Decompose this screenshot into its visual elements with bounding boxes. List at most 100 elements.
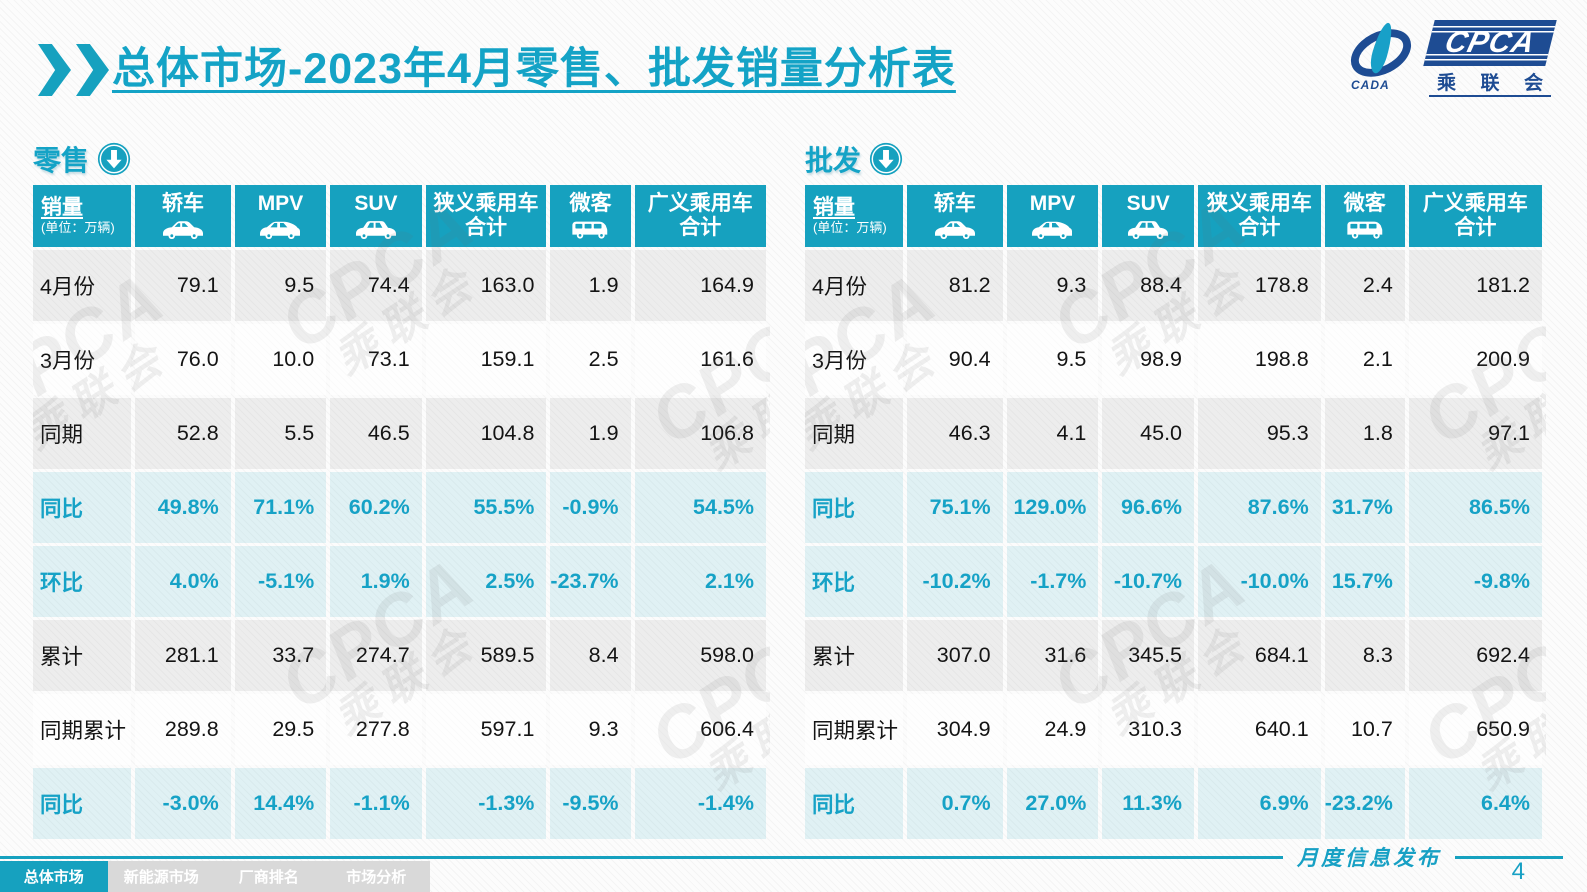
- minivan-icon: [1342, 217, 1388, 240]
- org-char: 会: [1523, 73, 1543, 94]
- cell-value: -1.7%: [1006, 546, 1099, 617]
- cell-value: 49.8%: [135, 472, 231, 543]
- cell-value: 598.0: [634, 620, 766, 691]
- cell-value: 55.5%: [425, 472, 547, 543]
- cell-value: 310.3: [1102, 694, 1195, 765]
- cell-value: 289.8: [135, 694, 231, 765]
- cell-value: 178.8: [1198, 250, 1321, 321]
- cell-value: -23.7%: [550, 546, 631, 617]
- cell-value: 6.9%: [1198, 768, 1321, 839]
- cell-value: 4.1: [1006, 398, 1099, 469]
- column-header: MPV: [234, 185, 327, 247]
- minivan-icon: [567, 217, 613, 240]
- retail-table: 销量 (单位：万辆) 轿车 MPV SUV 狭义乘用车 合计 微客 广义乘用车 合计 4月份 79.1…: [33, 182, 770, 842]
- page-number: 4: [1511, 858, 1525, 885]
- cell-value: -0.9%: [550, 472, 631, 543]
- cell-value: 0.7%: [907, 768, 1003, 839]
- cpca-swoosh-icon: CADA: [1341, 19, 1425, 94]
- cell-value: 640.1: [1198, 694, 1321, 765]
- row-label: 同期: [805, 398, 904, 469]
- cell-value: -3.0%: [135, 768, 231, 839]
- cell-value: 345.5: [1102, 620, 1195, 691]
- cell-value: 31.7%: [1324, 472, 1405, 543]
- wholesale-panel: 批发 销量 (单位：万辆) 轿车 MPV SUV 狭义乘用车 合计 微客 广义乘用车 合计 4月份 8…: [805, 138, 1546, 842]
- column-header: 销量 (单位：万辆): [805, 185, 904, 247]
- table-row: 累计 307.0 31.6 345.5 684.1 8.3 692.4: [805, 620, 1542, 691]
- table-row: 同比 75.1% 129.0% 96.6% 87.6% 31.7% 86.5%: [805, 472, 1542, 543]
- cell-value: 1.8: [1324, 398, 1405, 469]
- footer-line: [1455, 855, 1563, 859]
- sedan-car-icon: [931, 217, 979, 240]
- footer-tab-0[interactable]: 总体市场: [0, 861, 108, 892]
- cell-value: 86.5%: [1408, 472, 1542, 543]
- cell-value: 589.5: [425, 620, 547, 691]
- chevron-right-icon: [76, 44, 109, 96]
- cell-value: -1.3%: [425, 768, 547, 839]
- cpca-acronym: CPCA: [1441, 26, 1539, 59]
- cell-value: 277.8: [330, 694, 422, 765]
- org-char: 联: [1480, 73, 1500, 94]
- table-row: 3月份 90.4 9.5 98.9 198.8 2.1 200.9: [805, 324, 1542, 395]
- row-label: 4月份: [805, 250, 904, 321]
- cell-value: 98.9: [1102, 324, 1195, 395]
- cell-value: 87.6%: [1198, 472, 1321, 543]
- cell-value: 14.4%: [234, 768, 327, 839]
- cell-value: 88.4: [1102, 250, 1195, 321]
- footer-tab-2[interactable]: 厂商排名: [238, 869, 299, 886]
- cell-value: 1.9: [550, 398, 631, 469]
- column-header: 微客: [1324, 185, 1405, 247]
- cell-value: 71.1%: [234, 472, 327, 543]
- section-label-retail: 零售: [33, 145, 90, 176]
- column-header: 微客: [550, 185, 631, 247]
- column-header: MPV: [1006, 185, 1099, 247]
- cell-value: 73.1: [330, 324, 422, 395]
- cell-value: 650.9: [1408, 694, 1542, 765]
- table-row: 环比 4.0% -5.1% 1.9% 2.5% -23.7% 2.1%: [33, 546, 766, 617]
- cell-value: 684.1: [1198, 620, 1321, 691]
- cell-value: 198.8: [1198, 324, 1321, 395]
- table-row: 4月份 79.1 9.5 74.4 163.0 1.9 164.9: [33, 250, 766, 321]
- cell-value: 181.2: [1408, 250, 1542, 321]
- row-label: 环比: [805, 546, 904, 617]
- row-label: 同比: [805, 768, 904, 839]
- column-header: SUV: [330, 185, 422, 247]
- column-header: 轿车: [135, 185, 231, 247]
- cell-value: 74.4: [330, 250, 422, 321]
- cell-value: 1.9%: [330, 546, 422, 617]
- cell-value: 8.4: [550, 620, 631, 691]
- row-label: 4月份: [33, 250, 132, 321]
- cell-value: 31.6: [1006, 620, 1099, 691]
- column-header: 广义乘用车 合计: [634, 185, 766, 247]
- row-label: 环比: [33, 546, 132, 617]
- section-label-wholesale: 批发: [805, 145, 862, 176]
- cpca-org-name: 乘联会: [1429, 66, 1551, 97]
- header-row: 销量 (单位：万辆) 轿车 MPV SUV 狭义乘用车 合计 微客 广义乘用车 合计: [33, 185, 766, 247]
- cell-value: 606.4: [634, 694, 766, 765]
- cell-value: 6.4%: [1408, 768, 1542, 839]
- release-note: 月度信息发布: [1297, 845, 1441, 870]
- cell-value: -9.8%: [1408, 546, 1542, 617]
- column-header: 狭义乘用车 合计: [1198, 185, 1321, 247]
- cell-value: -1.1%: [330, 768, 422, 839]
- row-label: 同期累计: [805, 694, 904, 765]
- column-header: 销量 (单位：万辆): [33, 185, 132, 247]
- header-row: 销量 (单位：万辆) 轿车 MPV SUV 狭义乘用车 合计 微客 广义乘用车 合计: [805, 185, 1542, 247]
- cell-value: 24.9: [1006, 694, 1099, 765]
- suv-car-icon: [352, 217, 400, 240]
- cell-value: 692.4: [1408, 620, 1542, 691]
- page-title: 总体市场-2023年4月零售、批发销量分析表: [112, 45, 956, 93]
- down-arrow-icon: [97, 142, 131, 176]
- cell-value: 281.1: [135, 620, 231, 691]
- cell-value: -1.4%: [634, 768, 766, 839]
- double-chevron-icon: [38, 44, 109, 96]
- cell-value: 9.3: [550, 694, 631, 765]
- footer-tab-1[interactable]: 新能源市场: [123, 869, 199, 886]
- table-row: 同期累计 304.9 24.9 310.3 640.1 10.7 650.9: [805, 694, 1542, 765]
- suv-car-icon: [1124, 217, 1172, 240]
- footer-tab-3[interactable]: 市场分析: [346, 869, 407, 886]
- cell-value: 95.3: [1198, 398, 1321, 469]
- table-row: 同比 -3.0% 14.4% -1.1% -1.3% -9.5% -1.4%: [33, 768, 766, 839]
- footer-line: [0, 855, 1283, 859]
- row-label: 同比: [805, 472, 904, 543]
- cell-value: 274.7: [330, 620, 422, 691]
